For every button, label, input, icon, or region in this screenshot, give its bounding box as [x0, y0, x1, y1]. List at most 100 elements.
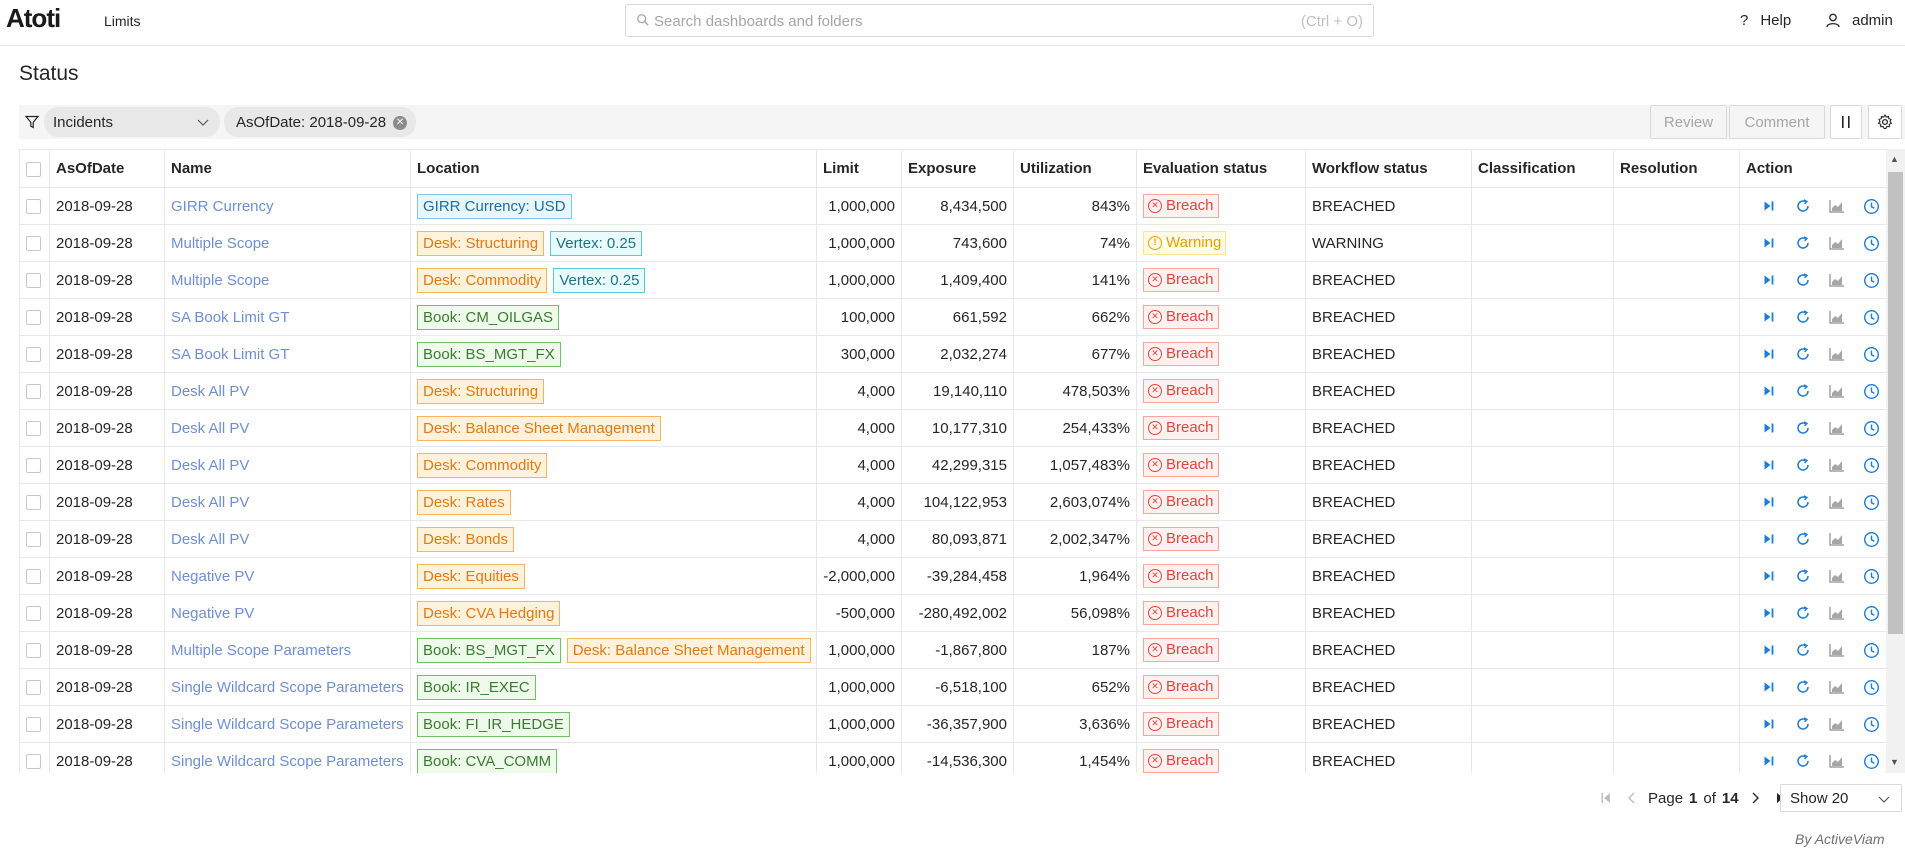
history-icon[interactable]: [1862, 382, 1880, 401]
history-icon[interactable]: [1862, 271, 1880, 290]
play-next-icon[interactable]: [1760, 197, 1778, 216]
refresh-icon[interactable]: [1794, 715, 1812, 734]
row-select-cell[interactable]: [19, 520, 50, 558]
row-select-cell[interactable]: [19, 409, 50, 447]
refresh-icon[interactable]: [1794, 419, 1812, 438]
table-row[interactable]: 2018-09-28 Single Wildcard Scope Paramete…: [19, 742, 1887, 773]
row-select-cell[interactable]: [19, 631, 50, 669]
row-select-cell[interactable]: [19, 594, 50, 632]
limit-name-link[interactable]: Multiple Scope: [164, 224, 411, 262]
limit-name-link[interactable]: Multiple Scope: [164, 261, 411, 299]
limit-name-link[interactable]: Desk All PV: [164, 446, 411, 484]
history-icon[interactable]: [1862, 641, 1880, 660]
history-icon[interactable]: [1862, 530, 1880, 549]
chart-icon[interactable]: [1828, 456, 1846, 475]
column-header[interactable]: Limit: [816, 149, 902, 188]
select-all-header[interactable]: [19, 149, 50, 188]
limit-name-link[interactable]: Negative PV: [164, 557, 411, 595]
row-select-cell[interactable]: [19, 187, 50, 225]
row-select-cell[interactable]: [19, 557, 50, 595]
play-next-icon[interactable]: [1760, 456, 1778, 475]
first-page-button[interactable]: [1596, 788, 1616, 808]
row-checkbox[interactable]: [26, 310, 41, 326]
row-select-cell[interactable]: [19, 261, 50, 299]
refresh-icon[interactable]: [1794, 456, 1812, 475]
table-row[interactable]: 2018-09-28 Desk All PV Desk: Balance Sheet…: [19, 409, 1887, 447]
history-icon[interactable]: [1862, 308, 1880, 327]
history-icon[interactable]: [1862, 419, 1880, 438]
refresh-icon[interactable]: [1794, 678, 1812, 697]
history-icon[interactable]: [1862, 345, 1880, 364]
refresh-icon[interactable]: [1794, 308, 1812, 327]
scroll-up-arrow-icon[interactable]: ▲: [1890, 154, 1899, 164]
refresh-icon[interactable]: [1794, 752, 1812, 771]
limit-name-link[interactable]: Single Wildcard Scope Parameters: [164, 705, 411, 743]
previous-page-button[interactable]: [1622, 788, 1642, 808]
history-icon[interactable]: [1862, 752, 1880, 771]
remove-filter-icon[interactable]: ✕: [393, 116, 408, 130]
row-checkbox[interactable]: [26, 273, 41, 289]
history-icon[interactable]: [1862, 604, 1880, 623]
limit-name-link[interactable]: GIRR Currency: [164, 187, 411, 225]
chart-icon[interactable]: [1828, 530, 1846, 549]
limit-name-link[interactable]: Single Wildcard Scope Parameters: [164, 668, 411, 706]
refresh-icon[interactable]: [1794, 234, 1812, 253]
table-scrollbar-thumb[interactable]: [1888, 172, 1903, 634]
row-checkbox[interactable]: [26, 754, 41, 770]
incidents-select[interactable]: Incidents: [44, 107, 220, 137]
play-next-icon[interactable]: [1760, 234, 1778, 253]
select-all-checkbox[interactable]: [26, 161, 41, 177]
play-next-icon[interactable]: [1760, 604, 1778, 623]
column-header[interactable]: Resolution: [1613, 149, 1740, 188]
play-next-icon[interactable]: [1760, 530, 1778, 549]
play-next-icon[interactable]: [1760, 678, 1778, 697]
asofdate-filter-chip[interactable]: AsOfDate: 2018-09-28 ✕: [224, 107, 417, 137]
row-select-cell[interactable]: [19, 483, 50, 521]
play-next-icon[interactable]: [1760, 271, 1778, 290]
column-header[interactable]: AsOfDate: [49, 149, 165, 188]
row-select-cell[interactable]: [19, 668, 50, 706]
search-input[interactable]: Search dashboards and folders (Ctrl + O): [625, 4, 1374, 37]
row-select-cell[interactable]: [19, 446, 50, 484]
refresh-icon[interactable]: [1794, 382, 1812, 401]
column-header[interactable]: Location: [410, 149, 817, 188]
chart-icon[interactable]: [1828, 641, 1846, 660]
row-select-cell[interactable]: [19, 224, 50, 262]
pause-button[interactable]: [1830, 105, 1862, 139]
row-checkbox[interactable]: [26, 495, 41, 511]
row-checkbox[interactable]: [26, 458, 41, 474]
limit-name-link[interactable]: Multiple Scope Parameters: [164, 631, 411, 669]
row-checkbox[interactable]: [26, 421, 41, 437]
atoti-logo[interactable]: Atoti: [6, 3, 61, 33]
refresh-icon[interactable]: [1794, 271, 1812, 290]
chart-icon[interactable]: [1828, 715, 1846, 734]
history-icon[interactable]: [1862, 567, 1880, 586]
limit-name-link[interactable]: Single Wildcard Scope Parameters: [164, 742, 411, 773]
chart-icon[interactable]: [1828, 345, 1846, 364]
settings-button[interactable]: [1868, 105, 1902, 139]
chart-icon[interactable]: [1828, 678, 1846, 697]
limit-name-link[interactable]: Desk All PV: [164, 372, 411, 410]
table-row[interactable]: 2018-09-28 Single Wildcard Scope Paramete…: [19, 668, 1887, 706]
row-checkbox[interactable]: [26, 384, 41, 400]
table-row[interactable]: 2018-09-28 SA Book Limit GT Book: CM_OILGA…: [19, 298, 1887, 336]
history-icon[interactable]: [1862, 678, 1880, 697]
user-menu[interactable]: admin: [1826, 12, 1893, 29]
refresh-icon[interactable]: [1794, 567, 1812, 586]
refresh-icon[interactable]: [1794, 530, 1812, 549]
table-row[interactable]: 2018-09-28 Desk All PV Desk: Commodity 4,00…: [19, 446, 1887, 484]
history-icon[interactable]: [1862, 715, 1880, 734]
row-select-cell[interactable]: [19, 298, 50, 336]
limit-name-link[interactable]: SA Book Limit GT: [164, 335, 411, 373]
row-select-cell[interactable]: [19, 705, 50, 743]
table-row[interactable]: 2018-09-28 Multiple Scope Desk: Commodity V…: [19, 261, 1887, 299]
chart-icon[interactable]: [1828, 234, 1846, 253]
page-size-select[interactable]: Show 20: [1780, 784, 1902, 812]
limit-name-link[interactable]: Desk All PV: [164, 483, 411, 521]
play-next-icon[interactable]: [1760, 345, 1778, 364]
play-next-icon[interactable]: [1760, 641, 1778, 660]
row-select-cell[interactable]: [19, 372, 50, 410]
chart-icon[interactable]: [1828, 419, 1846, 438]
table-row[interactable]: 2018-09-28 Negative PV Desk: Equities -2,00…: [19, 557, 1887, 595]
row-checkbox[interactable]: [26, 643, 41, 659]
